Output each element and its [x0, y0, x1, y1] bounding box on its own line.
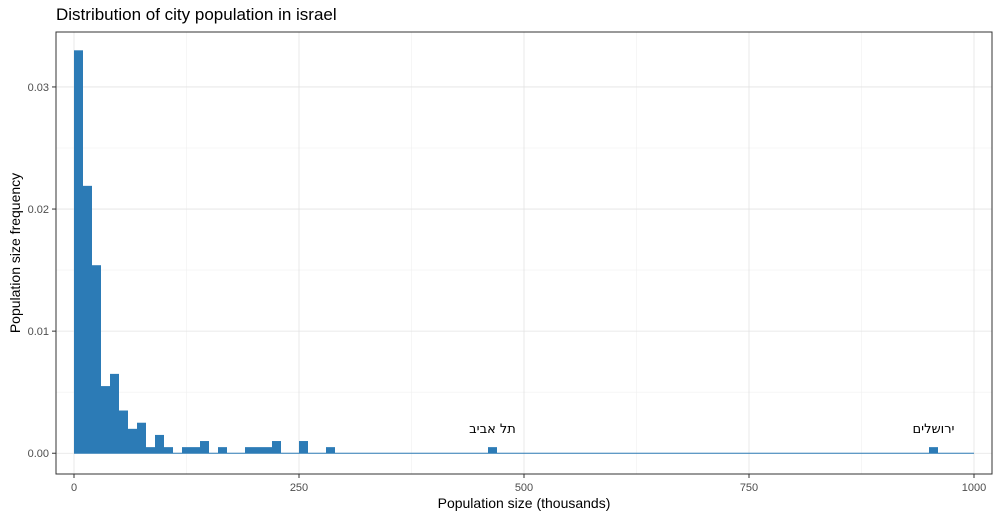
x-tick-label: 250	[290, 482, 308, 494]
histogram-bar	[191, 447, 200, 454]
histogram-bar	[128, 428, 137, 454]
y-tick-label: 0.03	[28, 82, 49, 94]
histogram-bar	[146, 447, 155, 454]
ticks-layer: 0 250 500 750 1000 0.00 0.01 0.02 0.03	[28, 82, 987, 494]
histogram-bar	[110, 373, 119, 454]
y-axis-title: Population size frequency	[7, 173, 23, 333]
y-tick-label: 0.01	[28, 326, 49, 338]
x-tick-label: 500	[515, 482, 533, 494]
y-tick-label: 0.00	[28, 448, 49, 460]
y-tick-label: 0.02	[28, 204, 49, 216]
bar-annotation: ירושלים	[913, 422, 955, 437]
histogram-bar	[101, 386, 110, 454]
histogram-bar	[299, 441, 308, 454]
x-tick-label: 750	[740, 482, 758, 494]
bar-annotation: תל אביב	[469, 422, 516, 437]
histogram-bar	[182, 447, 191, 454]
histogram-bar	[218, 447, 227, 454]
histogram-bar	[263, 447, 272, 454]
histogram-bar	[74, 50, 83, 454]
histogram-bar	[164, 447, 173, 454]
grid-layer	[56, 32, 992, 474]
histogram-bar	[272, 441, 281, 454]
histogram-bar	[119, 410, 128, 454]
histogram-bar	[92, 265, 101, 454]
histogram-bar	[254, 447, 263, 454]
x-axis-title: Population size (thousands)	[438, 495, 611, 511]
x-tick-label: 0	[71, 482, 77, 494]
histogram-bar	[83, 185, 92, 454]
bars-layer	[74, 50, 974, 454]
histogram-bar	[137, 422, 146, 454]
histogram-bar	[200, 441, 209, 454]
x-tick-label: 1000	[962, 482, 986, 494]
chart-title: Distribution of city population in israe…	[56, 5, 337, 24]
annotation-layer: תל אביב ירושלים	[469, 422, 954, 437]
histogram-bar	[245, 447, 254, 454]
histogram-bar	[326, 447, 335, 454]
histogram-bar	[155, 434, 164, 454]
histogram-bar	[488, 447, 497, 454]
histogram-bar	[929, 447, 938, 454]
